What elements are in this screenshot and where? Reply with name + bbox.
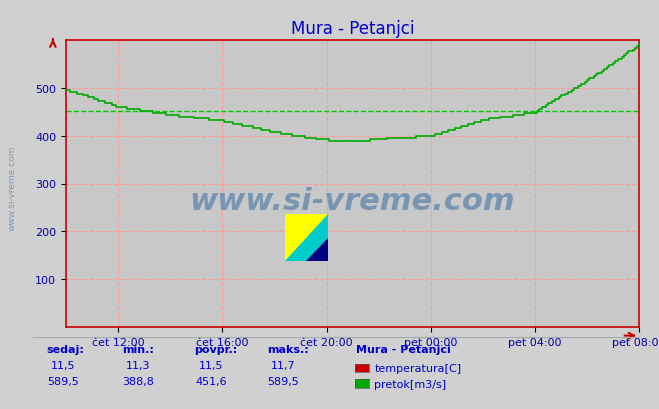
Text: www.si-vreme.com: www.si-vreme.com bbox=[190, 187, 515, 216]
Text: 589,5: 589,5 bbox=[268, 375, 299, 386]
Text: sedaj:: sedaj: bbox=[46, 344, 84, 354]
Text: 11,7: 11,7 bbox=[271, 360, 296, 370]
Polygon shape bbox=[306, 238, 328, 262]
Text: pretok[m3/s]: pretok[m3/s] bbox=[374, 379, 446, 389]
Text: 11,5: 11,5 bbox=[50, 360, 75, 370]
Text: povpr.:: povpr.: bbox=[194, 344, 238, 354]
Text: www.si-vreme.com: www.si-vreme.com bbox=[8, 146, 17, 231]
Text: 589,5: 589,5 bbox=[47, 375, 78, 386]
Text: 451,6: 451,6 bbox=[195, 375, 227, 386]
Text: maks.:: maks.: bbox=[267, 344, 308, 354]
Polygon shape bbox=[285, 215, 328, 262]
Text: min.:: min.: bbox=[122, 344, 154, 354]
Text: temperatura[C]: temperatura[C] bbox=[374, 363, 461, 373]
Text: 11,3: 11,3 bbox=[126, 360, 151, 370]
Text: 388,8: 388,8 bbox=[123, 375, 154, 386]
Text: 11,5: 11,5 bbox=[198, 360, 223, 370]
Polygon shape bbox=[285, 215, 328, 262]
Title: Mura - Petanjci: Mura - Petanjci bbox=[291, 20, 415, 38]
Text: Mura - Petanjci: Mura - Petanjci bbox=[356, 344, 451, 354]
